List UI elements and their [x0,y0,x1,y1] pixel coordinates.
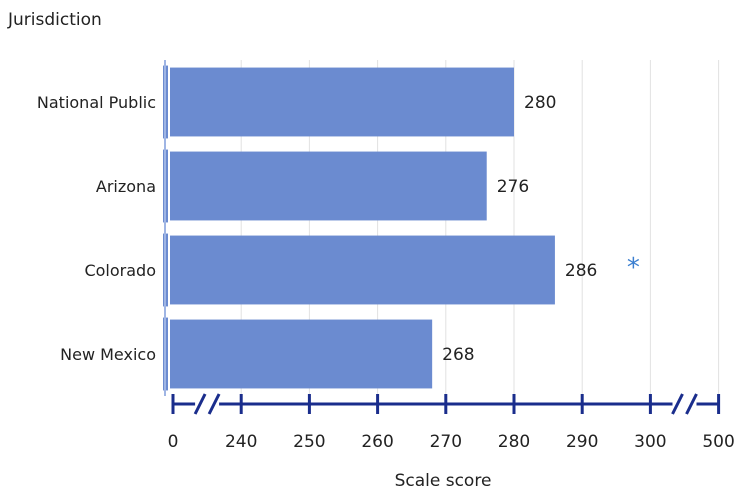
x-tick-label: 260 [361,432,393,452]
x-tick-label: 270 [430,432,462,452]
axis-layer [164,60,721,415]
axis-break-mark [193,393,207,415]
x-tick-label: 250 [293,432,325,452]
x-tick-label: 300 [634,432,666,452]
axis-break-gap [195,399,220,409]
value-label: 280 [524,93,556,113]
x-axis-label: Scale score [395,471,492,489]
axis-break-mark [671,393,684,415]
category-label: New Mexico [60,345,156,364]
bar-layer [163,65,555,391]
label-layer: National Public 280 Arizona 276 Colorado 286 *… [37,93,735,452]
axis-break-mark [207,393,221,415]
x-tick-label: 280 [498,432,530,452]
x-tick-label: 0 [168,432,179,452]
axis-break-mark [685,393,698,415]
axis-break-gap [672,399,697,409]
bar [170,151,487,221]
bar [170,235,555,305]
category-label: National Public [37,93,156,112]
x-tick-label: 500 [702,432,734,452]
category-label: Arizona [96,177,156,196]
bar [170,67,514,137]
significance-marker: * [627,253,640,283]
value-label: 276 [497,177,529,197]
value-label: 268 [442,345,474,365]
category-label: Colorado [84,261,156,280]
x-tick-label: 290 [566,432,598,452]
x-tick-label: 240 [225,432,257,452]
value-label: 286 [565,261,597,281]
bar [170,319,433,389]
chart-title: Jurisdiction [7,10,102,30]
